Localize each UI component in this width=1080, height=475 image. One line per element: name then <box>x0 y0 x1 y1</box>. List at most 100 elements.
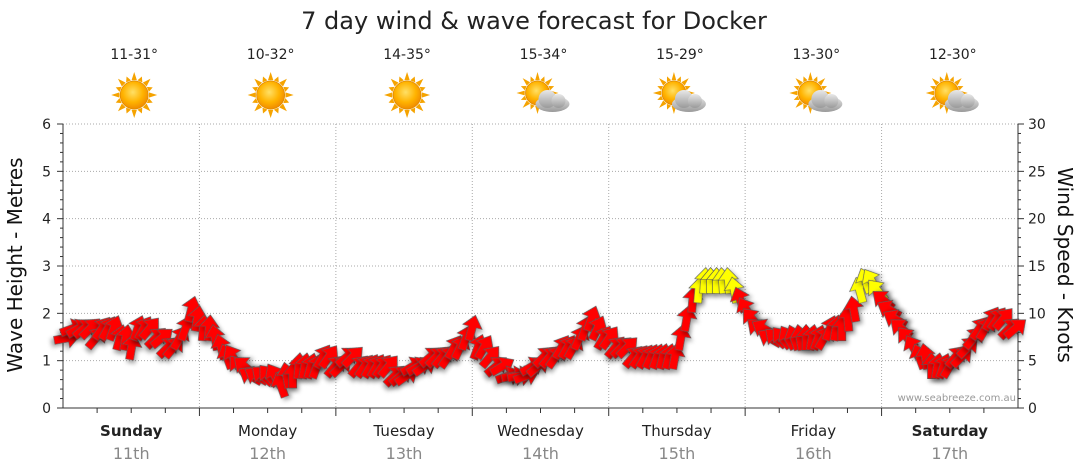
sun-ray <box>404 72 410 81</box>
sun-icon <box>384 72 431 118</box>
sun-ray <box>137 76 143 83</box>
day-weather: 13-30° <box>789 47 843 114</box>
sun-ray <box>522 78 531 86</box>
sun-disc <box>392 80 422 110</box>
sun-ray <box>131 72 137 81</box>
sun-ray <box>148 92 158 98</box>
sun-ray <box>267 72 274 81</box>
sun-ray <box>666 76 672 83</box>
sun-disc <box>256 80 286 110</box>
sun-ray <box>247 92 256 98</box>
sun-ray <box>388 98 395 104</box>
sun-ray <box>142 103 151 112</box>
sun-ray <box>931 100 940 108</box>
right-tick-label: 25 <box>1028 164 1046 180</box>
sun-ray <box>530 76 535 83</box>
left-axis: 0 1 2 3 4 5 6 <box>42 117 64 417</box>
sun-ray <box>137 107 143 114</box>
day-temperature: 14-35° <box>383 47 431 63</box>
sun-ray <box>657 85 664 91</box>
day-name-label: Saturday <box>912 422 989 440</box>
sun-ray <box>419 98 426 104</box>
sun-ray <box>954 78 962 86</box>
day-name-label: Sunday <box>100 422 163 440</box>
sun-ray <box>821 85 827 91</box>
sun-ray <box>126 76 132 83</box>
cloud-shape <box>808 90 843 112</box>
day-date-label: 17th <box>931 444 968 463</box>
day-name-label: Thursday <box>641 422 712 440</box>
sun-ray <box>793 85 800 91</box>
day-name-label: Tuesday <box>373 422 435 440</box>
sun-ray <box>398 107 404 114</box>
cloud-puff <box>824 94 839 108</box>
sun-ray <box>676 76 681 83</box>
day-date-label: 14th <box>522 444 559 463</box>
sun-ray <box>671 72 677 81</box>
sun-ray <box>803 103 808 110</box>
cloud-puff <box>960 94 975 108</box>
sun-ray <box>283 86 290 92</box>
sun-ray <box>548 85 555 91</box>
sun-ray <box>390 103 399 112</box>
day-name-label: Friday <box>791 422 837 440</box>
sun-ray <box>146 86 153 92</box>
sun-ray <box>931 78 940 86</box>
day-date-label: 12th <box>249 444 286 463</box>
right-axis-label: Wind Speed - Knots <box>1053 167 1077 363</box>
right-tick-label: 10 <box>1028 306 1046 322</box>
sun-ray <box>398 76 404 83</box>
sun-ray <box>540 76 545 83</box>
sun-ray <box>115 98 122 104</box>
day-date-label: 16th <box>795 444 832 463</box>
sun-icon <box>111 72 158 118</box>
credit-text: www.seabreeze.com.au <box>898 393 1016 404</box>
sun-ray <box>117 78 126 87</box>
sun-rays <box>111 72 158 118</box>
day-weather: 15-29° <box>652 47 706 114</box>
sun-ray <box>522 100 531 108</box>
sun-ray <box>657 95 664 101</box>
sun-ray <box>283 98 290 104</box>
sun-rays <box>384 72 431 118</box>
sun-ray <box>652 90 662 96</box>
sun-ray <box>279 103 287 112</box>
sun-ray <box>939 76 945 83</box>
sun-ray <box>520 85 527 91</box>
cloud-shape <box>944 90 979 112</box>
left-tick-label: 6 <box>42 117 51 133</box>
right-axis: 0 5 10 15 20 25 30 <box>1017 117 1046 417</box>
sun-ray <box>793 95 800 101</box>
sun-ray <box>131 109 137 118</box>
day-forecast-header: 11-31° 10-32° 14-35° 15-34° 15-29° 13-30° 12-3… <box>110 47 979 118</box>
left-tick-label: 2 <box>42 306 51 322</box>
sun-ray <box>254 103 263 112</box>
left-tick-label: 1 <box>42 354 51 370</box>
day-temperature: 13-30° <box>793 47 841 63</box>
sun-ray <box>520 95 527 101</box>
day-weather: 15-34° <box>516 47 570 114</box>
sun-ray <box>925 90 934 96</box>
day-date-label: 13th <box>386 444 423 463</box>
partly-cloudy-icon <box>925 72 979 114</box>
right-tick-label: 5 <box>1028 354 1037 370</box>
right-tick-label: 15 <box>1028 259 1046 275</box>
sun-ray <box>388 86 395 92</box>
sun-ray <box>681 78 689 86</box>
day-date-label: 11th <box>113 444 150 463</box>
sun-ray <box>535 72 540 81</box>
wind-arrow <box>462 314 483 342</box>
day-weather: 12-30° <box>925 47 979 114</box>
sun-ray <box>273 107 279 114</box>
sun-ray <box>795 78 803 86</box>
sun-ray <box>146 98 153 104</box>
sun-ray <box>516 90 525 96</box>
wind-arrow <box>843 295 865 323</box>
sun-ray <box>795 100 803 108</box>
day-name-label: Monday <box>238 422 297 440</box>
sun-ray <box>421 92 431 98</box>
cloud-puff <box>551 94 566 108</box>
sun-ray <box>659 100 667 108</box>
sun-ray <box>285 92 294 98</box>
